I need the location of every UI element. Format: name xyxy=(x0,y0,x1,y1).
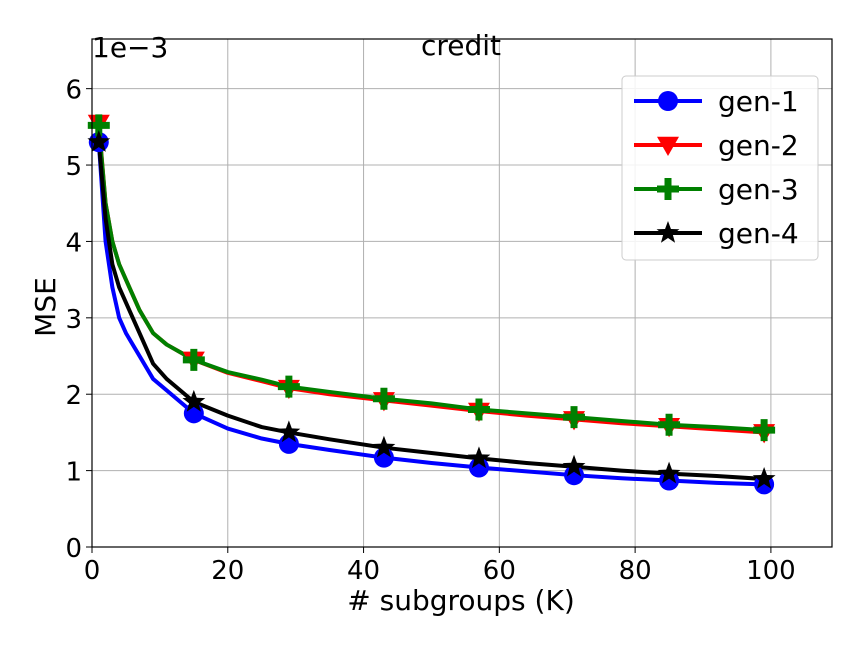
legend-marker xyxy=(656,221,680,243)
x-tick-label: 0 xyxy=(84,556,101,586)
x-tick-label: 40 xyxy=(347,556,380,586)
chart-title: credit xyxy=(421,29,501,62)
legend-box xyxy=(621,75,819,261)
y-tick-label: 5 xyxy=(65,152,82,182)
data-point-gen-4 xyxy=(277,420,301,443)
data-point-gen-3 xyxy=(563,406,586,429)
data-point-gen-4 xyxy=(182,389,206,412)
legend-marker xyxy=(658,91,678,111)
y-tick-label: 4 xyxy=(65,228,82,258)
plot-frame xyxy=(91,38,833,548)
legend-label: gen-3 xyxy=(718,173,799,206)
y-axis-label: MSE xyxy=(29,277,62,337)
x-tick-label: 20 xyxy=(211,556,244,586)
data-point-gen-3 xyxy=(372,387,395,410)
y-tick-label: 3 xyxy=(65,305,82,335)
data-point-gen-4 xyxy=(467,446,491,469)
x-tick-label: 100 xyxy=(746,556,796,586)
x-ticks: 0 20 40 60 80 100 xyxy=(84,547,796,586)
data-point-gen-3 xyxy=(753,419,776,442)
legend: gen-1 gen-2 gen-3 gen-4 xyxy=(621,75,819,261)
data-point-gen-3 xyxy=(277,375,300,398)
y-tick-label: 0 xyxy=(65,534,82,564)
legend-marker xyxy=(657,178,679,200)
y-offset-label: 1e−3 xyxy=(92,31,168,64)
series-line-gen-3 xyxy=(96,125,765,433)
y-tick-label: 2 xyxy=(65,381,82,411)
series-line-gen-1 xyxy=(96,141,765,487)
data-point-gen-4 xyxy=(752,467,776,489)
data-point-gen-3 xyxy=(467,398,490,421)
data-point-gen-4 xyxy=(372,435,396,458)
x-tick-label: 60 xyxy=(483,556,516,586)
y-tick-label: 6 xyxy=(65,76,82,106)
data-point-gen-3 xyxy=(658,413,681,436)
legend-label: gen-4 xyxy=(718,217,799,250)
data-point-gen-1 xyxy=(659,470,680,491)
legend-label: gen-2 xyxy=(718,129,799,162)
x-axis-label: # subgroups (K) xyxy=(347,584,575,617)
series-lines xyxy=(96,122,765,487)
series-markers xyxy=(87,114,776,495)
y-tick-label: 1 xyxy=(65,458,82,488)
legend-marker xyxy=(657,136,679,156)
x-tick-label: 80 xyxy=(619,556,652,586)
data-point-gen-4 xyxy=(562,454,586,477)
data-point-gen-4 xyxy=(87,130,111,152)
data-point-gen-4 xyxy=(657,461,681,484)
series-line-gen-4 xyxy=(96,141,765,482)
data-point-gen-3 xyxy=(87,114,110,137)
data-point-gen-3 xyxy=(182,348,205,371)
legend-label: gen-1 xyxy=(718,85,799,118)
y-ticks: 0 1 2 3 4 5 6 xyxy=(65,76,92,564)
